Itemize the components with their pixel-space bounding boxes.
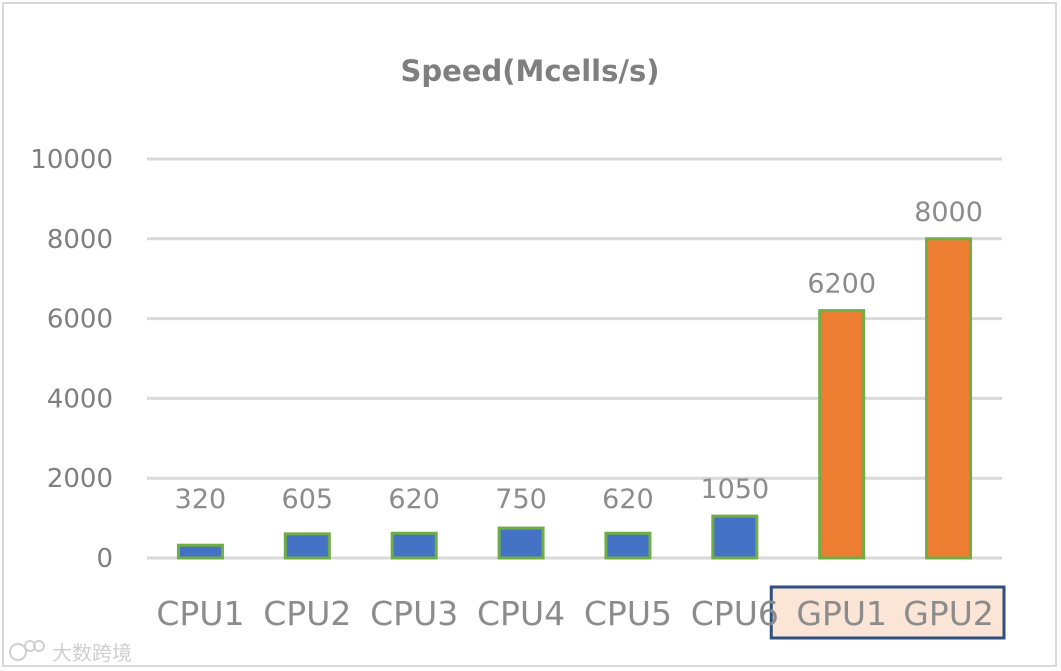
x-tick-label-cpu1: CPU1: [156, 594, 244, 633]
bar-gpu1: [818, 309, 866, 560]
chart-title: Speed(Mcells/s): [401, 54, 660, 88]
y-tick-label: 6000: [47, 305, 113, 335]
watermark: 大数跨境: [9, 640, 132, 665]
data-label-cpu1: 320: [175, 484, 227, 515]
data-label-cpu5: 620: [602, 484, 654, 515]
data-label-gpu1: 6200: [807, 269, 876, 300]
bar-cpu4: [497, 526, 545, 560]
bar-cpu1: [176, 543, 224, 560]
data-label-cpu4: 750: [495, 484, 547, 515]
y-tick-label: 2000: [47, 464, 113, 494]
x-tick-label-gpu1: GPU1: [796, 594, 887, 633]
x-tick-label-gpu2: GPU2: [903, 594, 994, 633]
x-tick-label-cpu6: CPU6: [691, 594, 779, 633]
watermark-logo-icon: [9, 640, 45, 661]
y-tick-label: 10000: [30, 145, 113, 175]
y-tick-label: 0: [96, 544, 113, 574]
x-tick-label-cpu2: CPU2: [263, 594, 351, 633]
bar-cpu6: [711, 514, 759, 560]
x-tick-label-cpu3: CPU3: [370, 594, 458, 633]
data-label-cpu3: 620: [388, 484, 440, 515]
data-label-gpu2: 8000: [914, 197, 983, 228]
bar-cpu3: [390, 531, 438, 560]
y-tick-label: 4000: [47, 384, 113, 414]
data-label-cpu2: 605: [282, 484, 334, 515]
watermark-text: 大数跨境: [52, 641, 132, 665]
bar-gpu2: [925, 237, 973, 560]
x-tick-label-cpu5: CPU5: [584, 594, 672, 633]
gpu-highlight-box: [769, 585, 1006, 640]
bar-cpu2: [283, 532, 331, 560]
x-tick-label-cpu4: CPU4: [477, 594, 565, 633]
bar-cpu5: [604, 531, 652, 560]
y-tick-label: 8000: [47, 225, 113, 255]
data-label-cpu6: 1050: [700, 474, 769, 505]
